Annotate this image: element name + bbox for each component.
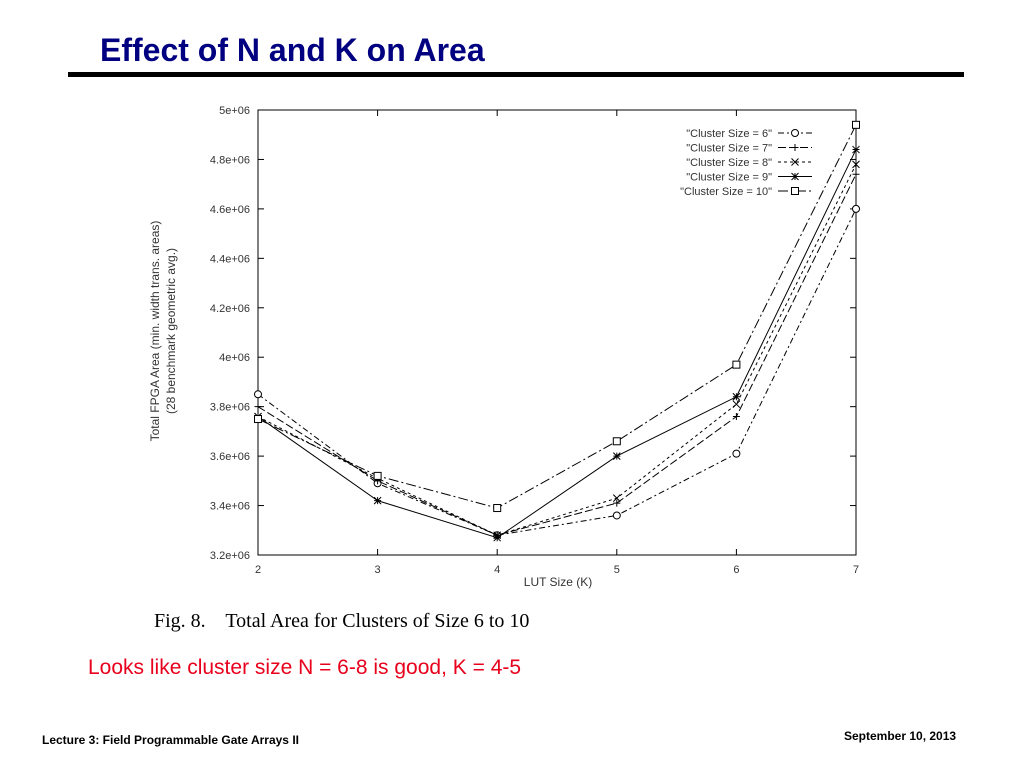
data-point [852, 120, 860, 129]
x-tick-label: 4 [494, 564, 500, 576]
y-tick-label: 4.2e+06 [210, 303, 250, 315]
legend-marker [791, 129, 799, 137]
data-point [493, 533, 502, 542]
data-point [732, 400, 741, 409]
legend-marker [791, 144, 799, 151]
footer-lecture-title: Lecture 3: Field Programmable Gate Array… [42, 733, 299, 747]
series-cluster-size-7 [254, 170, 860, 539]
x-tick-label: 6 [733, 564, 739, 576]
data-point [254, 390, 262, 399]
series-line [257, 149, 857, 539]
legend-marker [791, 187, 799, 195]
plot-frame [257, 109, 857, 556]
x-tick-label: 5 [614, 564, 620, 576]
legend-marker [791, 172, 799, 181]
data-point [732, 449, 741, 458]
data-point [732, 360, 741, 369]
legend-marker [791, 158, 799, 166]
legend-label: "Cluster Size = 7" [686, 143, 772, 155]
legend-label: "Cluster Size = 10" [680, 186, 772, 198]
series-cluster-size-10 [254, 120, 860, 513]
x-tick-label: 2 [255, 564, 261, 576]
y-axis-title: Total FPGA Area (min. width trans. areas… [148, 221, 178, 442]
y-tick-label: 4e+06 [219, 352, 250, 364]
figure-caption: Fig. 8. Total Area for Clusters of Size … [154, 610, 530, 632]
data-point [493, 504, 502, 513]
conclusion-note: Looks like cluster size N = 6-8 is good,… [88, 656, 522, 679]
data-point [373, 496, 382, 505]
data-point [852, 170, 860, 178]
data-point [612, 494, 621, 502]
title-divider [68, 72, 964, 77]
series-line [257, 174, 857, 536]
y-tick-label: 3.2e+06 [210, 550, 250, 562]
series-line [257, 124, 857, 509]
data-point [373, 471, 382, 480]
series-cluster-size-6 [254, 204, 860, 540]
y-tick-label: 3.6e+06 [210, 451, 250, 463]
legend-label: "Cluster Size = 8" [686, 157, 772, 169]
y-tick-label: 4.4e+06 [210, 253, 250, 265]
data-point [612, 437, 621, 446]
chart-legend: "Cluster Size = 6" "Cluster Size = 7" "Clu… [680, 128, 812, 198]
slide-title: Effect of N and K on Area [100, 32, 485, 68]
y-tick-label: 3.4e+06 [210, 501, 250, 513]
y-tick-label: 3.8e+06 [210, 402, 250, 414]
y-tick-label: 4.6e+06 [210, 204, 250, 216]
series-line [257, 208, 857, 536]
plot-area: 3.2e+06 3.4e+06 3.6e+06 3.8e+06 4e+06 4.2e+06… [210, 105, 860, 576]
series-cluster-size-9 [254, 145, 860, 542]
y-axis-label: Total FPGA Area (min. width trans. areas… [148, 221, 162, 442]
footer-date: September 10, 2013 [844, 729, 957, 743]
x-tick-label: 3 [375, 564, 381, 576]
series-line [257, 164, 857, 536]
data-point [852, 145, 860, 154]
legend-label: "Cluster Size = 6" [686, 128, 772, 140]
y-tick-label: 5e+06 [219, 105, 250, 117]
data-point [254, 415, 262, 424]
data-point [732, 413, 740, 421]
x-tick-label: 7 [853, 564, 859, 576]
data-point [613, 499, 621, 507]
x-axis-label: LUT Size (K) [524, 575, 592, 589]
area-line-chart: Total FPGA Area (min. width trans. areas… [148, 105, 860, 589]
series-cluster-size-8 [254, 160, 860, 540]
data-point [852, 204, 860, 213]
data-point [852, 160, 860, 169]
data-point [612, 452, 621, 460]
data-point [732, 392, 741, 401]
data-point [254, 403, 262, 411]
data-point [612, 511, 621, 520]
y-axis-label-sub: (28 benchmark geometric avg.) [164, 248, 178, 414]
legend-label: "Cluster Size = 9" [686, 172, 772, 184]
y-tick-label: 4.8e+06 [210, 154, 250, 166]
